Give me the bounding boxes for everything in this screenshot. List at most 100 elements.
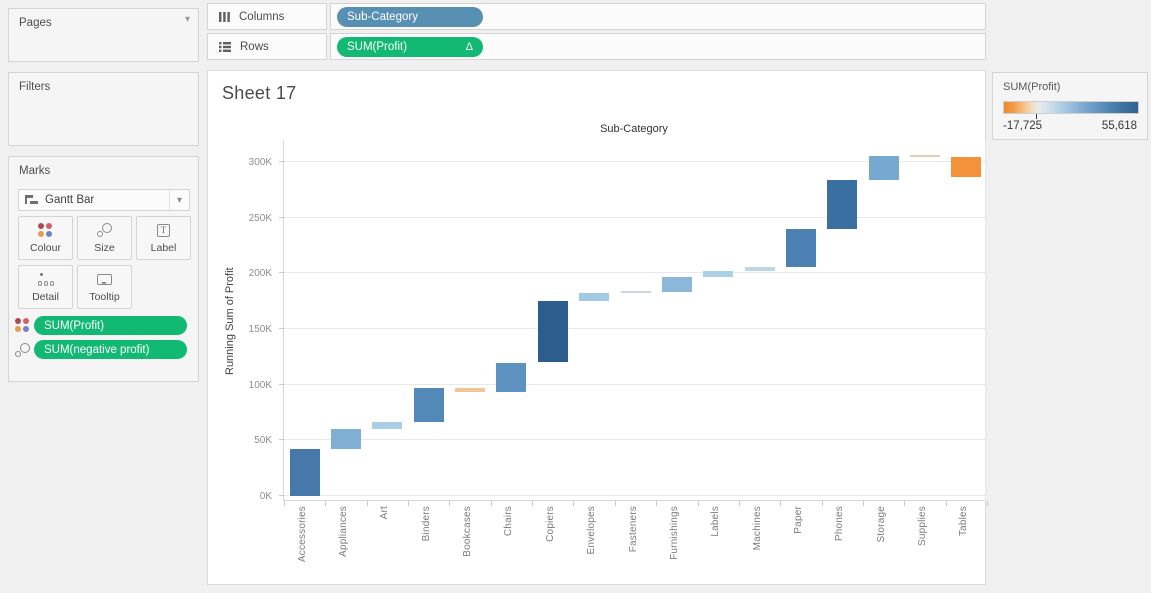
field-pill-sum-profit[interactable]: SUM(Profit): [34, 316, 187, 335]
y-axis-tick: [279, 439, 284, 441]
colour-button[interactable]: Colour: [18, 216, 73, 260]
columns-icon: [218, 11, 231, 23]
marks-card: Marks Gantt Bar ▾ Colour Size T Label: [8, 156, 199, 382]
y-axis-labels: 0K 50K 100K 150K 200K 250K 300K: [236, 141, 278, 502]
y-axis-tick: [279, 216, 284, 218]
y-axis-tick-label: 200K: [248, 268, 272, 280]
gantt-bar-copiers[interactable]: [537, 300, 568, 363]
mark-type-value: Gantt Bar: [45, 194, 95, 206]
label-icon: T: [157, 223, 170, 237]
marks-label: Marks: [19, 165, 51, 177]
x-axis-label: Envelopes: [586, 506, 598, 555]
label-button[interactable]: T Label: [136, 216, 191, 260]
x-axis-label: Storage: [875, 506, 887, 543]
x-axis-tick: [573, 501, 575, 506]
pages-label: Pages: [19, 17, 52, 29]
gridline: [284, 328, 985, 330]
legend-gradient-bar: [1003, 101, 1139, 114]
plot-pane: [279, 141, 988, 506]
x-axis-labels: Accessories Appliances Art Binders Bookcases…: [283, 504, 986, 582]
x-axis-tick: [821, 501, 823, 506]
gantt-bar-appliances[interactable]: [331, 429, 362, 450]
pill-sub-category[interactable]: Sub-Category: [337, 6, 483, 27]
gantt-bar-bookcases[interactable]: [455, 388, 486, 393]
gantt-bar-accessories[interactable]: [289, 449, 320, 496]
colour-icon: [15, 318, 30, 333]
detail-button-label: Detail: [32, 290, 59, 303]
rows-shelf-header: Rows: [207, 33, 327, 60]
gridline: [284, 161, 985, 163]
gantt-bar-chairs[interactable]: [496, 362, 527, 393]
rows-shelf[interactable]: SUM(Profit) Δ: [330, 33, 986, 60]
x-axis-tick: [987, 501, 988, 506]
color-legend[interactable]: SUM(Profit) -17,725 55,618: [992, 72, 1148, 140]
y-axis-tick-label: 300K: [248, 157, 272, 169]
tooltip-button[interactable]: Tooltip: [77, 265, 132, 309]
x-axis-tick: [862, 501, 864, 506]
colour-button-label: Colour: [30, 241, 61, 254]
x-axis-label: Fasteners: [627, 506, 639, 553]
size-button-label: Size: [94, 241, 115, 254]
gantt-bar-art[interactable]: [372, 421, 403, 430]
x-axis-tick: [656, 501, 658, 506]
gantt-bar-furnishings[interactable]: [661, 277, 692, 292]
rows-shelf-label: Rows: [240, 40, 269, 53]
colour-icon: [38, 223, 53, 238]
field-pill-label: SUM(Profit): [44, 319, 105, 332]
gantt-bar-envelopes[interactable]: [579, 292, 610, 301]
gantt-bar-tables[interactable]: [951, 157, 982, 178]
gantt-bar-phones[interactable]: [827, 179, 858, 230]
x-axis-tick: [614, 501, 616, 506]
x-axis-tick: [408, 501, 410, 506]
field-pill-label: SUM(negative profit): [44, 343, 150, 356]
pill-label: SUM(Profit): [347, 40, 408, 53]
x-axis-label: Bookcases: [462, 506, 474, 557]
table-calc-delta-icon: Δ: [465, 40, 473, 53]
filters-shelf[interactable]: Filters: [8, 72, 199, 146]
x-axis-tick: [366, 501, 368, 506]
legend-max-value: 55,618: [1101, 120, 1137, 132]
filters-label: Filters: [19, 81, 51, 93]
rows-icon: [218, 41, 232, 53]
x-axis-tick: [284, 501, 285, 506]
worksheet-view: Sheet 17 Sub-Category Running Sum of Pro…: [207, 70, 988, 585]
chevron-down-icon[interactable]: ▾: [169, 190, 189, 210]
gantt-bar-supplies[interactable]: [909, 155, 940, 158]
x-axis-label: Art: [379, 506, 391, 520]
gantt-bar-storage[interactable]: [868, 156, 899, 180]
gantt-bar-binders[interactable]: [413, 388, 444, 422]
gantt-bar-labels[interactable]: [703, 271, 734, 278]
x-axis-label: Copiers: [544, 506, 556, 542]
y-axis-tick: [279, 328, 284, 330]
gantt-bar-fasteners[interactable]: [620, 290, 651, 293]
field-pill-sum-negative-profit[interactable]: SUM(negative profit): [34, 340, 187, 359]
gridline: [284, 272, 985, 274]
y-axis-tick: [279, 272, 284, 274]
x-axis-tick: [945, 501, 947, 506]
x-axis-label: Paper: [792, 506, 804, 534]
x-axis-tick: [449, 501, 451, 506]
chevron-down-icon[interactable]: ▾: [184, 14, 190, 25]
columns-shelf-header: Columns: [207, 3, 327, 30]
gantt-bar-paper[interactable]: [785, 229, 816, 268]
x-axis-tick: [490, 501, 492, 506]
size-button[interactable]: Size: [77, 216, 132, 260]
gridline: [284, 439, 985, 441]
label-button-label: Label: [150, 241, 177, 254]
x-axis-label: Furnishings: [668, 506, 680, 560]
size-icon: [97, 223, 112, 237]
columns-shelf[interactable]: Sub-Category: [330, 3, 986, 30]
detail-button[interactable]: Detail: [18, 265, 73, 309]
x-axis-tick: [532, 501, 534, 506]
pages-shelf[interactable]: Pages ▾: [8, 8, 199, 62]
x-axis-label: Labels: [710, 506, 722, 537]
y-axis-tick-label: 150K: [248, 324, 272, 336]
tooltip-button-label: Tooltip: [89, 290, 120, 303]
x-axis-tick: [780, 501, 782, 506]
legend-min-value: -17,725: [1003, 120, 1043, 132]
mark-type-dropdown[interactable]: Gantt Bar ▾: [18, 189, 190, 211]
gantt-bar-machines[interactable]: [744, 267, 775, 272]
y-axis-tick: [279, 383, 284, 385]
pill-sum-profit[interactable]: SUM(Profit) Δ: [337, 36, 483, 57]
